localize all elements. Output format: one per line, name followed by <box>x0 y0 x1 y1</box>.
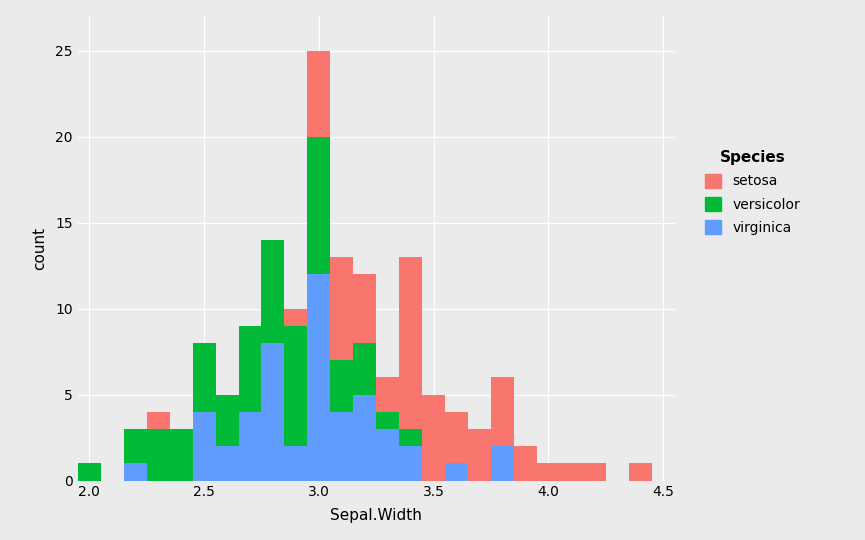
Bar <box>147 412 170 429</box>
Bar <box>330 360 353 412</box>
Bar <box>78 463 101 481</box>
Bar <box>261 240 285 343</box>
Bar <box>353 343 376 395</box>
Bar <box>307 274 330 481</box>
Bar <box>285 326 307 446</box>
Bar <box>468 429 491 481</box>
Bar <box>514 446 537 481</box>
Bar <box>330 257 353 360</box>
Bar <box>285 446 307 481</box>
Bar <box>170 429 193 481</box>
Bar <box>400 429 422 446</box>
Bar <box>330 412 353 481</box>
Bar <box>239 412 261 481</box>
Legend: setosa, versicolor, virginica: setosa, versicolor, virginica <box>694 139 811 246</box>
Bar <box>307 51 330 137</box>
Bar <box>215 395 239 446</box>
Bar <box>353 274 376 343</box>
X-axis label: Sepal.Width: Sepal.Width <box>330 508 422 523</box>
Bar <box>560 463 583 481</box>
Bar <box>239 326 261 412</box>
Bar <box>147 429 170 481</box>
Bar <box>215 446 239 481</box>
Bar <box>193 412 215 481</box>
Bar <box>124 429 147 463</box>
Bar <box>629 463 651 481</box>
Bar <box>537 463 560 481</box>
Bar <box>261 343 285 481</box>
Bar <box>491 377 514 446</box>
Bar <box>583 463 605 481</box>
Bar <box>376 412 400 429</box>
Bar <box>285 308 307 326</box>
Bar <box>193 343 215 412</box>
Bar <box>422 395 445 481</box>
Bar <box>376 429 400 481</box>
Bar <box>445 412 468 463</box>
Bar <box>353 395 376 481</box>
Bar <box>491 446 514 481</box>
Bar <box>400 446 422 481</box>
Bar <box>400 257 422 429</box>
Bar <box>445 463 468 481</box>
Bar <box>307 137 330 274</box>
Y-axis label: count: count <box>32 227 47 270</box>
Bar <box>124 463 147 481</box>
Bar <box>376 377 400 412</box>
